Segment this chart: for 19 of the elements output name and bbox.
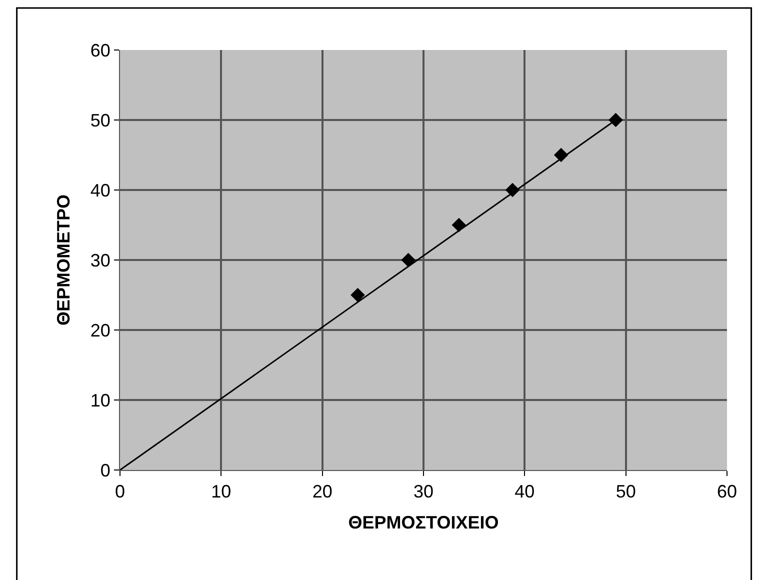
x-tick-label: 50	[616, 482, 636, 502]
point	[452, 218, 466, 232]
x-tick-label: 0	[114, 482, 126, 502]
x-tick-label: 30	[413, 482, 434, 502]
y-tick-label: 60	[90, 40, 110, 60]
y-tick-label: 30	[90, 250, 110, 270]
x-tick-label: 10	[211, 482, 232, 502]
y-tick-label: 20	[90, 320, 110, 340]
point	[401, 252, 416, 268]
x-tick-label: 60	[716, 482, 738, 502]
y-tick-label: 0	[100, 460, 110, 480]
y-tick-label: 50	[90, 110, 110, 130]
x-tick-label: 20	[312, 482, 332, 502]
x-axis-title: ΘΕΡΜΟΣΤΟΙΧΕΙΟ	[348, 512, 499, 533]
point	[350, 288, 365, 302]
y-tick-label: 10	[90, 390, 110, 410]
x-tick-label: 40	[514, 482, 535, 502]
y-axis-title: ΘΕΡΜΟΜΕΤΡΟ	[54, 194, 74, 326]
y-tick-label: 40	[90, 180, 110, 200]
